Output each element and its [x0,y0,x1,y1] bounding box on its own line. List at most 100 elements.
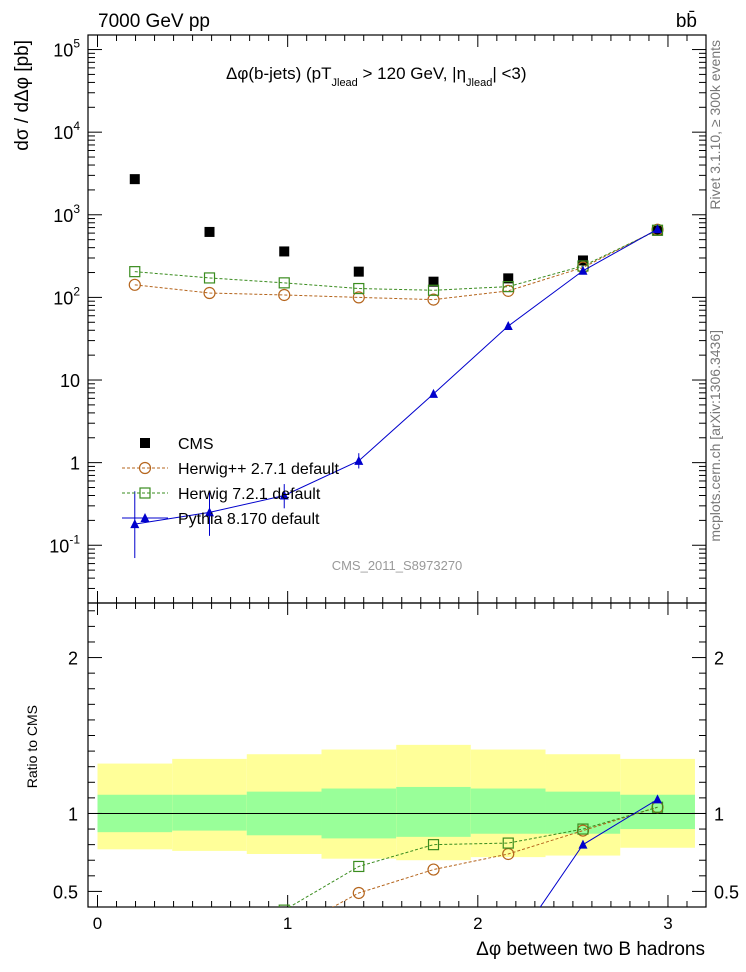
data-point-cms [204,226,215,237]
series-line-herwig-7-2-1-default [134,229,658,291]
x-tick-label: 3 [663,914,672,933]
ratio-point-herwig-7-2-1-default [427,839,440,851]
y-tick-base: 10 [53,288,73,308]
data-point-herwig-7-2-1-default [353,282,365,295]
legend-marker-herwig-7-2-1-default [139,487,151,499]
series-line-pythia-8-170-default [134,228,658,525]
data-point-cms [279,246,290,257]
main-title: Δφ(b-jets) (pTJlead > 120 GeV, |ηJlead| … [226,64,527,89]
y-tick-label: 103 [53,202,80,226]
ratio-point-herwig-2-7-1-default [316,908,327,919]
inner-band-bin [172,794,247,831]
data-point-herwig-7-2-1-default [203,272,216,284]
ratio-point-herwig-2-7-1-default [352,886,365,900]
watermark: CMS_2011_S8973270 [332,558,463,573]
title-part-main: Δφ(b-jets) (pT [226,64,332,83]
data-point-pythia-8-170-default [130,519,140,529]
ratio-point-herwig-7-2-1-default [278,904,290,907]
legend-marker-herwig-2-7-1-default [138,461,152,475]
data-point-herwig-2-7-1-default [128,278,141,291]
y-tick-base: 10 [49,536,69,556]
legend-label-herwig-2-7-1-default: Herwig++ 2.7.1 default [178,461,340,478]
y-tick-base: 10 [53,123,73,143]
data-point-cms [503,273,514,284]
y-tick-label: 104 [53,119,80,143]
y-tick-label: 102 [53,284,80,308]
x-tick-label: 0 [93,914,102,933]
ratio-series-herwig-7-2-1-default [278,801,664,907]
data-point-pythia-8-170-default [354,455,364,465]
data-point-cms [428,276,439,287]
data-point-pythia-8-170-default [279,490,289,500]
ratio-line-herwig-7-2-1-default [288,806,658,907]
x-tick-label: 2 [473,914,482,933]
rivet-label: Rivet 3.1.10, ≥ 300k events [707,40,723,210]
ratio-y-tick-label-right: 1 [714,804,724,824]
data-point-pythia-8-170-default [429,388,439,398]
title-sub-jlead-1: Jlead [332,77,358,89]
data-point-pythia-8-170-default [205,507,215,517]
ratio-y-axis-label: Ratio to CMS [24,705,40,788]
data-point-herwig-7-2-1-default [278,277,290,289]
main-y-axis-label: dσ / dΔφ [pb] [12,40,33,151]
legend-label-cms: CMS [178,436,214,453]
ratio-y-tick-label: 1 [68,804,78,824]
data-point-cms [353,266,364,277]
y-tick-label: 105 [53,37,80,61]
y-tick-label: 10 [60,371,80,391]
y-tick-exponent: 2 [73,284,80,298]
ratio-point-herwig-7-2-1-default [502,837,514,849]
process-label: bb̄ [676,11,697,32]
ratio-point-pythia-8-170-default [653,794,663,804]
title-part-mid: > 120 GeV, |η [358,64,466,83]
ratio-point-herwig-7-2-1-default [353,860,365,873]
series-pythia-8-170-default [130,224,663,559]
data-point-herwig-7-2-1-default [427,284,440,296]
ratio-y-tick-label-right: 2 [714,649,724,669]
y-tick-exponent: -1 [69,532,80,546]
data-point-pythia-8-170-default [578,265,588,275]
data-point-pythia-8-170-default [503,321,513,331]
x-axis-label: Δφ between two B hadrons [476,939,705,960]
inner-band-bin [470,788,546,834]
mcplots-label: mcplots.cern.ch [arXiv:1306.3436] [707,330,723,542]
legend-marker-cms [140,438,150,448]
inner-band-bin [545,791,621,834]
y-tick-exponent: 5 [73,37,80,51]
ratio-y-tick-label: 2 [68,649,78,669]
legend: CMS Herwig++ 2.7.1 default Herwig 7.2.1 de… [122,436,340,528]
ratio-panel: 0 1 2 3 0.5 0.5 1 1 2 2 [53,602,739,933]
data-point-cms [129,174,140,185]
data-point-herwig-7-2-1-default [502,281,514,293]
y-tick-base: 10 [53,206,73,226]
ratio-series-pythia-8-170-default [539,794,663,907]
series-line-herwig-2-7-1-default [134,229,658,301]
title-part-end: | <3) [492,64,526,83]
ratio-point-herwig-2-7-1-default [427,863,440,876]
energy-label: 7000 GeV pp [98,11,210,32]
ratio-y-tick-label-right: 0.5 [714,882,739,902]
title-sub-jlead-2: Jlead [466,77,492,89]
legend-marker-pythia-8-170-default [140,513,150,522]
legend-label-pythia-8-170-default: Pythia 8.170 default [178,511,320,528]
y-tick-exponent: 4 [73,119,80,133]
legend-label-herwig-7-2-1-default: Herwig 7.2.1 default [178,486,321,503]
data-point-herwig-2-7-1-default [203,286,216,300]
ratio-point-pythia-8-170-default [578,839,588,849]
ratio-point-herwig-7-2-1-default [577,823,589,835]
data-point-herwig-2-7-1-default [278,288,291,302]
data-point-pythia-8-170-default [653,224,663,234]
data-point-herwig-2-7-1-default [352,291,365,304]
y-tick-exponent: 3 [73,202,80,216]
ratio-y-tick-label: 0.5 [53,882,78,902]
y-tick-label: 10-1 [49,532,80,556]
data-point-herwig-7-2-1-default [129,266,141,278]
x-tick-label: 1 [283,914,292,933]
ratio-frame [87,602,707,908]
y-tick-base: 10 [53,41,73,61]
y-tick-label: 1 [70,454,80,474]
data-point-herwig-2-7-1-default [427,293,440,306]
inner-band-bin [396,786,471,837]
